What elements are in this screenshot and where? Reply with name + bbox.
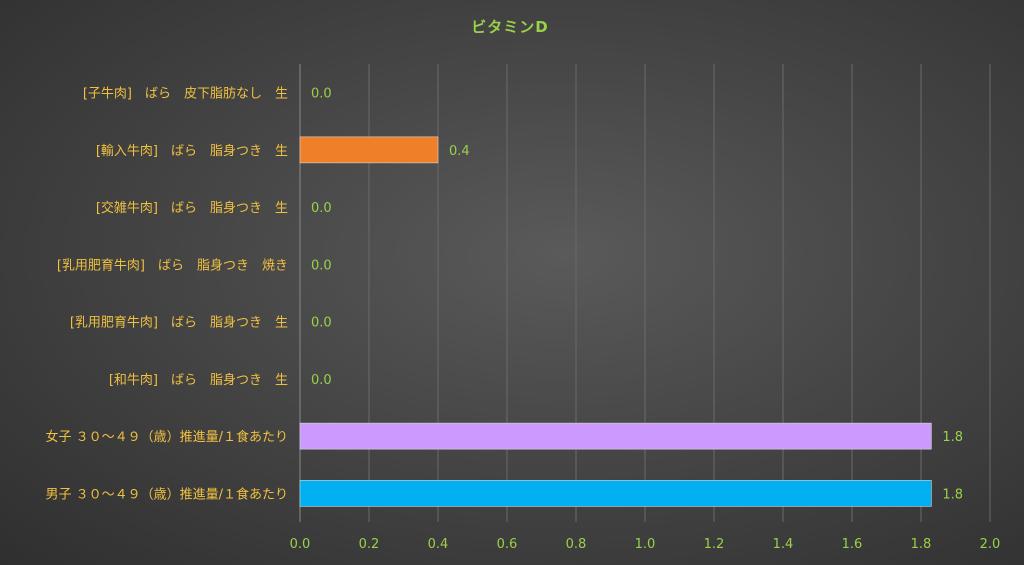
x-tick-label: 1.0 [635, 537, 656, 552]
data-label: 0.0 [311, 316, 332, 331]
x-tick-label: 1.4 [773, 537, 794, 552]
data-label: 0.4 [449, 144, 470, 159]
x-tick-label: 1.8 [911, 537, 932, 552]
data-label: 0.0 [311, 87, 332, 102]
bars [299, 136, 932, 507]
bar [299, 422, 932, 450]
category-label: [交雑牛肉] ばら 脂身つき 生 [96, 200, 288, 216]
x-tick-label: 1.2 [704, 537, 725, 552]
data-labels: 0.0 0.4 0.0 0.0 0.0 0.0 1.8 1.8 [311, 87, 963, 503]
gridlines [299, 64, 991, 522]
category-label: [輸入牛肉] ばら 脂身つき 生 [96, 143, 288, 159]
x-tick-label: 0.8 [566, 537, 587, 552]
x-tick-label: 0.6 [497, 537, 518, 552]
category-label: [乳用肥育牛肉] ばら 脂身つき 生 [70, 315, 288, 331]
x-tick-label: 0.0 [290, 537, 311, 552]
x-tick-label: 0.4 [428, 537, 449, 552]
category-label: [乳用肥育牛肉] ばら 脂身つき 焼き [57, 257, 288, 273]
data-label: 0.0 [311, 373, 332, 388]
x-tick-label: 1.6 [842, 537, 863, 552]
category-label: [和牛肉] ばら 脂身つき 生 [109, 372, 288, 388]
category-label: [子牛肉] ばら 皮下脂肪なし 生 [83, 86, 288, 102]
data-label: 1.8 [942, 487, 963, 502]
x-axis-tick-labels: 0.0 0.2 0.4 0.6 0.8 1.0 1.2 1.4 1.6 1.8 2.0 [290, 537, 1001, 552]
data-label: 0.0 [311, 201, 332, 216]
data-label: 1.8 [942, 430, 963, 445]
chart-title: ビタミンD [471, 18, 548, 36]
category-label: 女子 ３０～４９（歳）推進量/１食あたり [45, 429, 288, 445]
category-labels: [子牛肉] ばら 皮下脂肪なし 生 [輸入牛肉] ばら 脂身つき 生 [交雑牛肉] … [45, 86, 288, 503]
x-tick-label: 0.2 [359, 537, 380, 552]
data-label: 0.0 [311, 258, 332, 273]
x-tick-label: 2.0 [980, 537, 1001, 552]
bar [299, 480, 932, 507]
category-label: 男子 ３０～４９（歳）推進量/１食あたり [45, 486, 288, 502]
bar [299, 136, 439, 164]
